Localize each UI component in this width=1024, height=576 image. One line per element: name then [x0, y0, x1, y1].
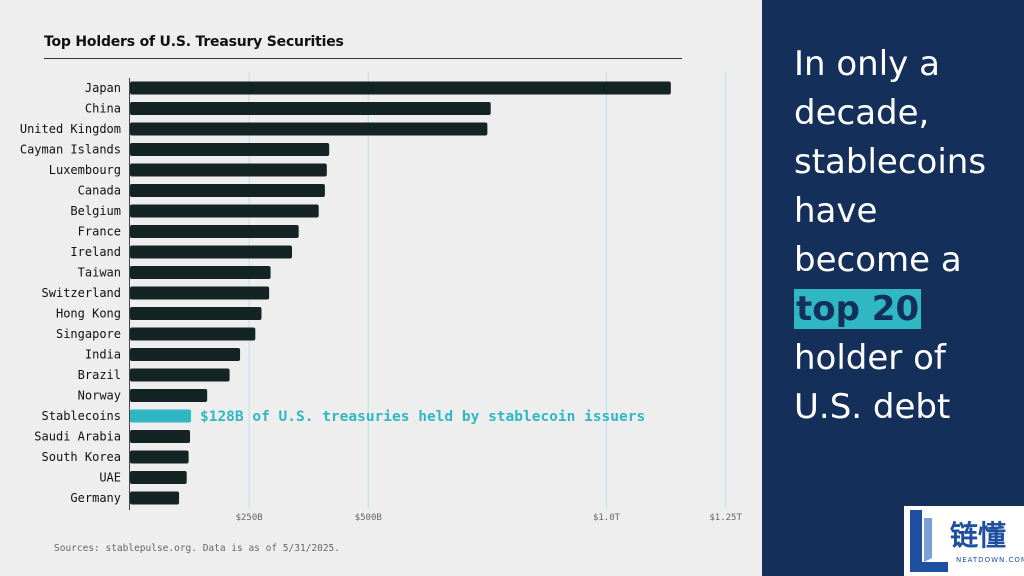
bar: [130, 266, 271, 279]
bar-chart: $250B$500B$1.0T$1.25T$1.5TJapanChinaUnit…: [20, 72, 742, 523]
bar: [130, 307, 262, 320]
category-label: Belgium: [70, 204, 121, 218]
logo: 链懂 NEATDOWN.COM: [904, 506, 1024, 576]
bar: [130, 348, 241, 361]
logo-domain: NEATDOWN.COM: [956, 556, 1024, 564]
bar: [130, 491, 180, 505]
category-label: China: [85, 102, 121, 116]
chart-panel: Top Holders of U.S. Treasury Securities …: [19, 34, 743, 554]
logo-l-icon: [910, 510, 948, 572]
bar: [130, 245, 293, 259]
category-label: United Kingdom: [20, 122, 121, 136]
bar: [130, 163, 327, 177]
headline-text: In only a decade, stablecoins have becom…: [794, 44, 987, 280]
x-tick-label: $250B: [236, 513, 263, 523]
headline: In only a decade, stablecoins have becom…: [794, 40, 1014, 432]
category-label: Cayman Islands: [20, 143, 121, 157]
category-label: Hong Kong: [56, 307, 121, 321]
bar: [130, 409, 191, 423]
category-label: France: [78, 225, 121, 239]
category-label: South Korea: [42, 450, 121, 464]
category-label: UAE: [99, 471, 121, 485]
category-label: Germany: [70, 491, 121, 505]
category-label: Ireland: [70, 245, 121, 259]
headline-highlight: top 20: [794, 289, 922, 329]
bar: [130, 184, 325, 197]
side-panel: In only a decade, stablecoins have becom…: [762, 0, 1024, 576]
category-label: India: [85, 348, 121, 362]
category-label: Canada: [78, 184, 121, 198]
bar: [130, 450, 189, 464]
bar: [130, 368, 230, 382]
title-divider: [44, 58, 682, 59]
category-label: Switzerland: [42, 286, 121, 300]
category-label: Saudi Arabia: [34, 430, 121, 444]
bar: [130, 81, 671, 95]
x-tick-label: $1.25T: [709, 513, 742, 523]
x-tick-label: $500B: [355, 513, 382, 523]
category-label: Singapore: [56, 327, 121, 341]
bar: [130, 286, 270, 300]
category-label: Norway: [78, 389, 121, 403]
bar: [130, 430, 191, 443]
bar: [130, 204, 319, 218]
stablecoin-annotation: $128B of U.S. treasuries held by stablec…: [200, 409, 645, 425]
bar: [130, 102, 491, 115]
chart-title: Top Holders of U.S. Treasury Securities: [44, 34, 344, 50]
category-label: Luxembourg: [49, 163, 121, 177]
bar: [130, 122, 488, 136]
bar: [130, 471, 187, 484]
bar: [130, 143, 330, 156]
bar: [130, 225, 299, 238]
bar: [130, 327, 256, 341]
bar: [130, 389, 208, 402]
category-label: Stablecoins: [42, 409, 121, 423]
logo-text: 链懂: [950, 519, 1007, 552]
category-label: Brazil: [78, 368, 121, 382]
category-label: Taiwan: [78, 266, 121, 280]
category-label: Japan: [85, 81, 121, 95]
x-tick-label: $1.0T: [593, 513, 621, 523]
source-note: Sources: stablepulse.org. Data is as of …: [54, 543, 340, 554]
headline-text-end: holder of U.S. debt: [794, 338, 951, 427]
